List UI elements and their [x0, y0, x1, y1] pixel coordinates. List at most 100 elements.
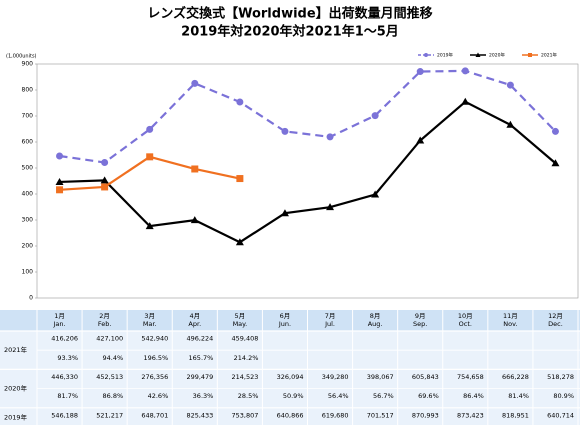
legend-marker: [424, 53, 428, 57]
y-axis-label: (1,000units): [6, 54, 37, 60]
point: [326, 133, 334, 141]
legend-label: 2020年: [489, 52, 505, 59]
table-yoy: 36.3%: [193, 392, 214, 400]
table-month: 12月: [548, 312, 563, 320]
table-value: 640,866: [277, 411, 304, 419]
point: [146, 153, 154, 161]
point: [191, 79, 199, 87]
table-month: 9月: [415, 312, 426, 320]
table-month-en: Sep.: [413, 320, 427, 328]
table-yoy: 214.2%: [234, 354, 259, 362]
table-value: 518,278: [547, 373, 574, 381]
y-tick-label: 400: [22, 191, 34, 198]
table-month-en: Jan.: [52, 320, 65, 328]
y-tick-label: 200: [22, 243, 34, 250]
y-tick-label: 500: [22, 165, 34, 172]
table-month-en: Mar.: [143, 320, 157, 328]
table-month-en: Oct.: [459, 320, 472, 328]
point: [100, 176, 109, 184]
table-value: 825,433: [186, 411, 213, 419]
table-row-label: 2020年: [4, 384, 28, 393]
point: [55, 177, 64, 185]
point: [56, 186, 64, 194]
point: [236, 98, 244, 106]
table-value: 326,094: [277, 373, 304, 381]
y-tick-label: 700: [22, 113, 34, 120]
point: [191, 165, 199, 173]
table-yoy: 81.4%: [508, 392, 529, 400]
table-yoy: 196.5%: [143, 354, 168, 362]
point: [280, 209, 289, 217]
plot-frame: [36, 63, 579, 299]
chart-subtitle: 2019年対2020年対2021年1～5月: [181, 24, 399, 40]
chart-title: レンズ交換式【Worldwide】出荷数量月間推移: [147, 6, 432, 22]
y-tick-label: 0: [29, 295, 33, 302]
table-yoy: 93.3%: [57, 354, 78, 362]
table-month-en: Apr.: [188, 320, 201, 328]
table-month: 10月: [458, 312, 473, 320]
y-tick-label: 600: [22, 139, 34, 146]
legend-marker: [475, 52, 481, 57]
table-value: 640,714: [547, 411, 574, 419]
point: [551, 159, 560, 167]
table-month: 8月: [370, 312, 381, 320]
point: [326, 203, 335, 211]
table-month-en: Jul.: [324, 320, 335, 328]
table-yoy: 56.7%: [373, 392, 394, 400]
point: [281, 127, 289, 135]
table-value: 754,658: [457, 373, 484, 381]
point: [416, 136, 425, 144]
table-month: 4月: [189, 312, 200, 320]
point: [461, 97, 470, 105]
point: [56, 152, 64, 160]
table-yoy: 94.4%: [103, 354, 124, 362]
point: [551, 127, 559, 135]
table-value: 605,843: [412, 373, 439, 381]
table-month-en: May.: [233, 320, 248, 328]
table-value: 701,517: [367, 411, 394, 419]
table-value: 818,951: [502, 411, 529, 419]
table-month-en: Jun.: [278, 320, 291, 328]
table-yoy: 42.6%: [148, 392, 169, 400]
table-yoy: 80.9%: [553, 392, 574, 400]
table-value: 299,479: [186, 373, 213, 381]
table-value: 546,188: [51, 411, 78, 419]
table-value: 873,423: [457, 411, 484, 419]
table-month: 7月: [325, 312, 336, 320]
table-value: 666,228: [502, 373, 529, 381]
table-row-label: 2019年: [4, 412, 28, 421]
table-body-bg: [0, 331, 580, 425]
table-value: 496,224: [186, 335, 213, 343]
table-value: 521,217: [96, 411, 123, 419]
point: [146, 125, 154, 133]
table-value: 648,701: [141, 411, 168, 419]
table-value: 619,680: [322, 411, 349, 419]
point: [145, 222, 154, 230]
table-row-label: 2021年: [4, 345, 28, 354]
table-month: 5月: [235, 312, 246, 320]
table-yoy: 56.4%: [328, 392, 349, 400]
table-value: 542,940: [141, 335, 168, 343]
table-yoy: 28.5%: [238, 392, 259, 400]
table-yoy: 50.9%: [283, 392, 304, 400]
table-yoy: 69.6%: [418, 392, 439, 400]
point: [371, 190, 380, 198]
point: [506, 120, 515, 128]
table-value: 427,100: [96, 335, 123, 343]
table-yoy: 165.7%: [189, 354, 214, 362]
table-month-en: Dec.: [548, 320, 563, 328]
point: [236, 175, 244, 183]
series-line: [59, 100, 557, 244]
y-tick-label: 100: [22, 269, 34, 276]
table-value: 214,523: [232, 373, 259, 381]
point: [371, 112, 379, 120]
point: [461, 67, 469, 75]
point: [190, 216, 199, 224]
table-value: 459,408: [232, 335, 259, 343]
table-month: 3月: [144, 312, 155, 320]
point: [416, 68, 424, 76]
point: [101, 183, 109, 191]
table-month: 1月: [54, 312, 65, 320]
table-month: 6月: [280, 312, 291, 320]
